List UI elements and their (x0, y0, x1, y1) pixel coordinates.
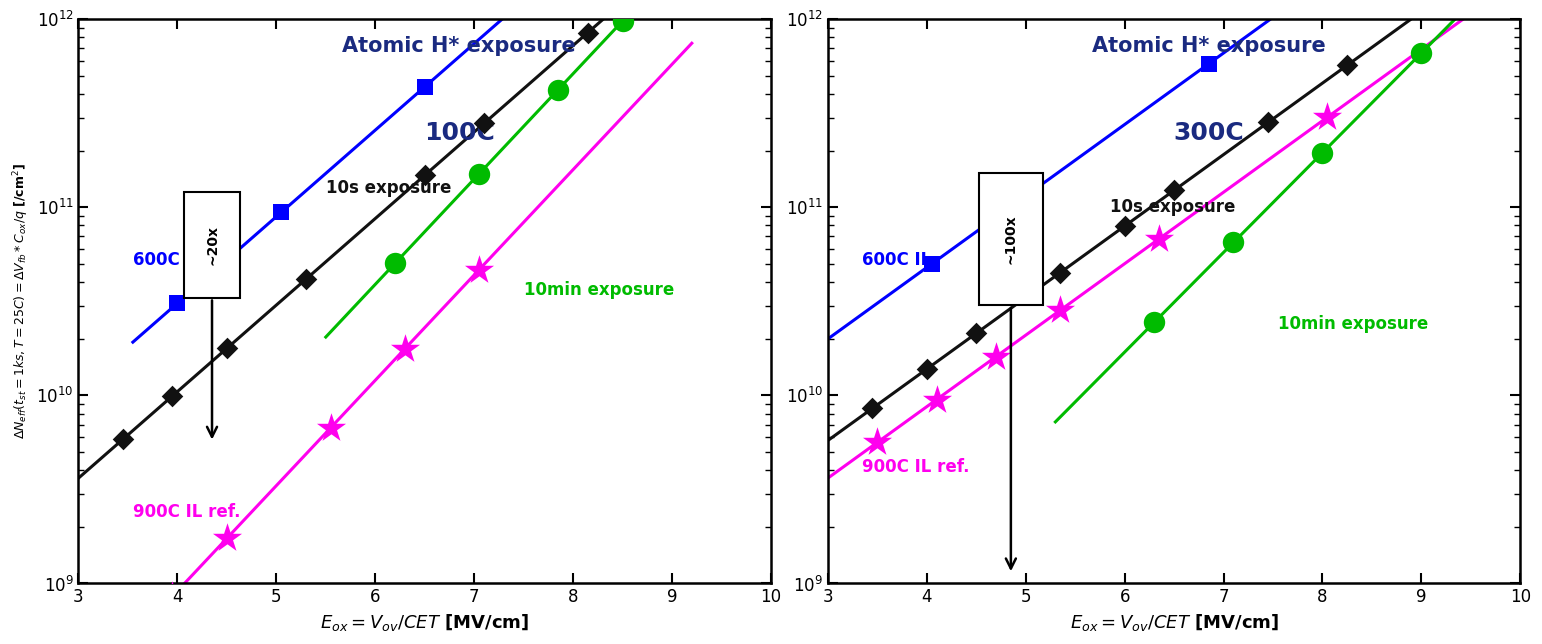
Point (546, 84, 571, 95)
Point (1315, 112, 1340, 122)
Text: 300C: 300C (1173, 120, 1244, 145)
Point (865, 437, 890, 448)
Point (1147, 234, 1172, 244)
Point (160, 591, 185, 601)
Point (472, 118, 497, 129)
Point (1255, 117, 1280, 128)
Point (1409, 48, 1434, 58)
Text: 10s exposure: 10s exposure (325, 180, 452, 198)
Point (412, 170, 436, 180)
Point (293, 274, 318, 284)
Point (1112, 221, 1136, 231)
Point (1311, 147, 1335, 158)
Point (860, 403, 885, 413)
Point (924, 394, 948, 404)
Point (964, 328, 988, 339)
Point (1024, 184, 1049, 194)
Point (1049, 305, 1073, 316)
Point (575, 27, 600, 37)
Text: 600C IL: 600C IL (133, 251, 202, 269)
Point (111, 434, 136, 444)
Point (467, 169, 492, 179)
Point (165, 298, 190, 308)
Text: Atomic H* exposure: Atomic H* exposure (342, 36, 577, 56)
Text: 100C: 100C (424, 120, 495, 145)
Text: 900C IL ref.: 900C IL ref. (862, 458, 970, 476)
Text: ~100x: ~100x (1004, 214, 1018, 264)
X-axis label: $E_{ox} = V_{ov}/CET$ [MV/cm]: $E_{ox} = V_{ov}/CET$ [MV/cm] (1070, 612, 1278, 633)
Point (268, 207, 293, 218)
Y-axis label: $\Delta N_{eff}(t_{st}=1ks,T=25C) = \Delta V_{fb}*C_{ox}/q$ [/cm$^2$]: $\Delta N_{eff}(t_{st}=1ks,T=25C) = \Del… (11, 164, 31, 439)
Point (1197, 59, 1221, 69)
Point (318, 422, 342, 433)
Point (611, 16, 635, 26)
Point (214, 343, 239, 354)
Point (467, 265, 492, 275)
Point (393, 343, 418, 354)
Point (412, 82, 436, 92)
Point (1161, 185, 1186, 196)
Point (382, 258, 407, 269)
Point (984, 352, 1008, 362)
Point (1143, 317, 1167, 327)
Text: 10s exposure: 10s exposure (1110, 198, 1235, 216)
Text: 10min exposure: 10min exposure (1278, 315, 1428, 333)
Point (914, 364, 939, 374)
Text: Atomic H* exposure: Atomic H* exposure (1092, 36, 1326, 56)
X-axis label: $E_{ox} = V_{ov}/CET$ [MV/cm]: $E_{ox} = V_{ov}/CET$ [MV/cm] (321, 612, 529, 633)
Point (160, 391, 185, 401)
Bar (979, 173, 1042, 305)
Text: ~20x: ~20x (205, 225, 219, 265)
Point (116, 638, 140, 644)
Text: 10min exposure: 10min exposure (524, 281, 674, 299)
Point (1049, 267, 1073, 278)
Point (1335, 60, 1360, 70)
Point (214, 533, 239, 544)
Bar (185, 192, 239, 298)
Text: 600C IL: 600C IL (862, 251, 931, 269)
Text: 900C IL ref.: 900C IL ref. (133, 503, 241, 521)
Point (1221, 237, 1246, 247)
Point (919, 259, 944, 269)
